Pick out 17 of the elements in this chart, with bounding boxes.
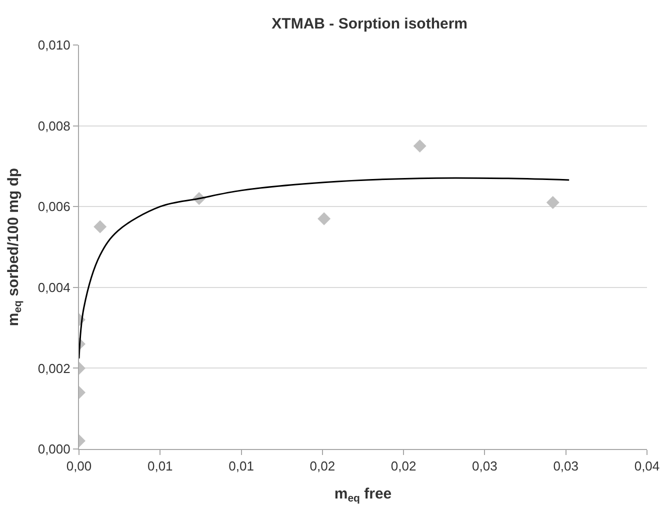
x-tick-label: 0,00 <box>66 458 92 474</box>
y-tick-label: 0,008 <box>38 118 70 134</box>
x-tick-label: 0,02 <box>390 458 416 474</box>
x-tick-label: 0,01 <box>228 458 254 474</box>
line-series <box>79 177 570 360</box>
chart-title: XTMAB - Sorption isotherm <box>272 15 468 32</box>
x-tick-label: 0,01 <box>147 458 173 474</box>
y-tick-label: 0,000 <box>38 442 70 457</box>
y-tick-label: 0,010 <box>38 38 70 53</box>
x-tick-label: 0,03 <box>472 458 498 474</box>
x-tick-label: 0,03 <box>553 458 579 474</box>
x-tick-label: 0,04 <box>634 458 660 474</box>
y-tick-label: 0,004 <box>38 280 70 295</box>
x-tick-label: 0,02 <box>310 458 336 474</box>
x-axis-title: m$_{eq}$ free <box>334 486 392 505</box>
y-tick-label: 0,002 <box>38 360 70 376</box>
y-tick-label: 0,006 <box>38 199 70 214</box>
